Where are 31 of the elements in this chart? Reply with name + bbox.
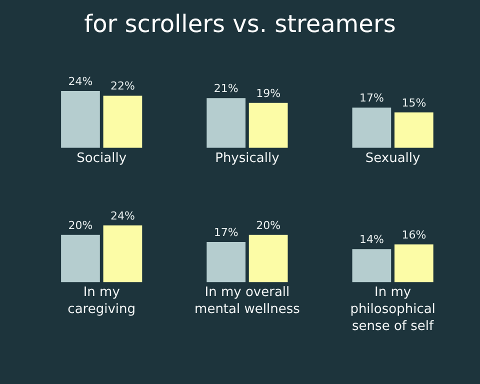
bar bbox=[206, 98, 246, 148]
bar bbox=[352, 249, 392, 282]
bar bbox=[61, 234, 100, 282]
bar bbox=[248, 102, 288, 148]
data-label: 19% bbox=[256, 86, 281, 100]
bar bbox=[206, 242, 246, 282]
bar bbox=[394, 244, 434, 282]
data-label: 20% bbox=[68, 218, 93, 232]
data-label: 21% bbox=[214, 82, 238, 96]
data-label: 24% bbox=[110, 209, 135, 222]
data-label: 14% bbox=[359, 233, 384, 246]
bar bbox=[394, 112, 434, 148]
x-tick-label: Sexually bbox=[365, 150, 421, 166]
bar bbox=[61, 91, 100, 148]
data-label: 20% bbox=[256, 218, 281, 232]
data-label: 22% bbox=[110, 80, 135, 93]
data-label: 24% bbox=[68, 75, 93, 88]
x-tick-label: In my caregiving bbox=[68, 285, 136, 318]
bar bbox=[248, 234, 288, 282]
x-tick-label: In my overall mental wellness bbox=[194, 285, 300, 318]
x-tick-label: Physically bbox=[215, 150, 280, 166]
data-label: 17% bbox=[359, 92, 384, 105]
data-label: 17% bbox=[214, 226, 238, 239]
bar bbox=[103, 225, 142, 282]
x-tick-label: In my philosophical sense of self bbox=[350, 285, 436, 334]
x-tick-label: Socially bbox=[76, 150, 127, 166]
bar bbox=[352, 108, 392, 148]
data-label: 15% bbox=[402, 96, 426, 110]
bar bbox=[103, 96, 142, 148]
chart-title: for scrollers vs. streamers bbox=[84, 10, 396, 38]
data-label: 16% bbox=[402, 228, 426, 242]
